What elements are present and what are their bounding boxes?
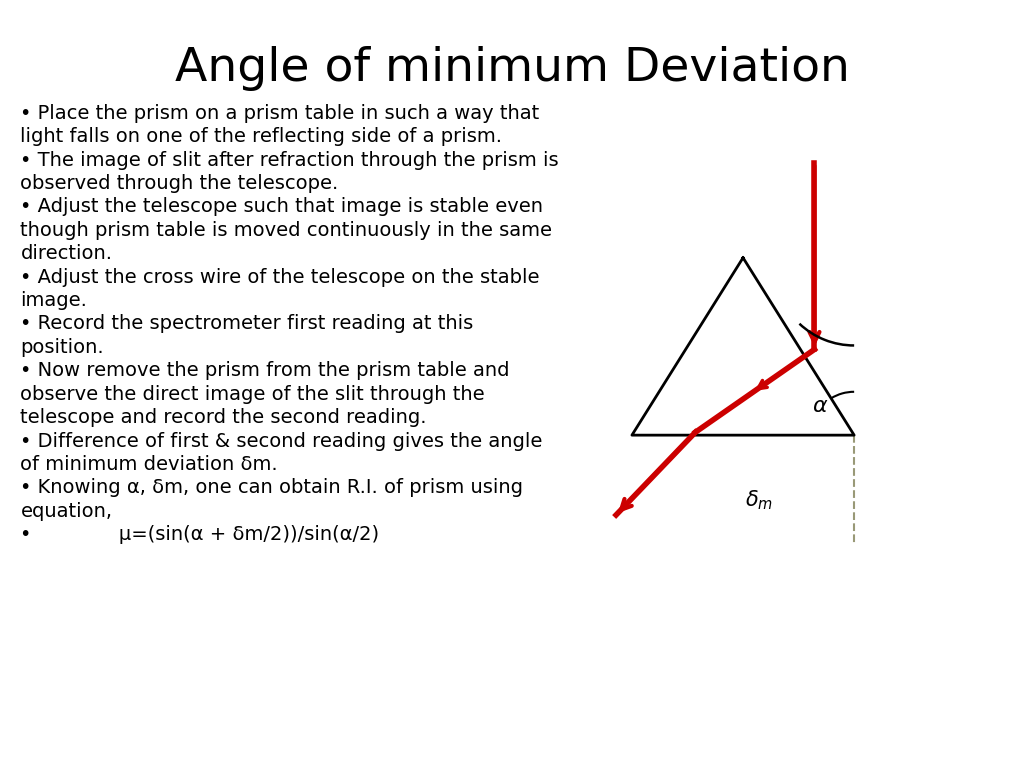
Text: of minimum deviation δm.: of minimum deviation δm. bbox=[20, 455, 279, 474]
Text: • Now remove the prism from the prism table and: • Now remove the prism from the prism ta… bbox=[20, 362, 510, 380]
Text: • Difference of first & second reading gives the angle: • Difference of first & second reading g… bbox=[20, 432, 543, 451]
Text: direction.: direction. bbox=[20, 244, 113, 263]
Text: •              μ=(sin(α + δm/2))/sin(α/2): • μ=(sin(α + δm/2))/sin(α/2) bbox=[20, 525, 380, 545]
Text: though prism table is moved continuously in the same: though prism table is moved continuously… bbox=[20, 221, 553, 240]
Text: • Adjust the telescope such that image is stable even: • Adjust the telescope such that image i… bbox=[20, 197, 544, 217]
Text: image.: image. bbox=[20, 291, 87, 310]
Text: equation,: equation, bbox=[20, 502, 113, 521]
Text: observed through the telescope.: observed through the telescope. bbox=[20, 174, 339, 193]
Text: • Place the prism on a prism table in such a way that: • Place the prism on a prism table in su… bbox=[20, 104, 540, 123]
Text: Angle of minimum Deviation: Angle of minimum Deviation bbox=[174, 46, 850, 91]
Text: • Knowing α, δm, one can obtain R.I. of prism using: • Knowing α, δm, one can obtain R.I. of … bbox=[20, 478, 523, 498]
Text: • Record the spectrometer first reading at this: • Record the spectrometer first reading … bbox=[20, 315, 474, 333]
Text: α: α bbox=[813, 396, 827, 415]
Text: observe the direct image of the slit through the: observe the direct image of the slit thr… bbox=[20, 385, 485, 404]
Text: • The image of slit after refraction through the prism is: • The image of slit after refraction thr… bbox=[20, 151, 559, 170]
Text: $\delta_m$: $\delta_m$ bbox=[744, 488, 773, 512]
Text: light falls on one of the reflecting side of a prism.: light falls on one of the reflecting sid… bbox=[20, 127, 503, 146]
Text: position.: position. bbox=[20, 338, 104, 357]
Text: • Adjust the cross wire of the telescope on the stable: • Adjust the cross wire of the telescope… bbox=[20, 268, 540, 286]
Text: telescope and record the second reading.: telescope and record the second reading. bbox=[20, 409, 427, 427]
